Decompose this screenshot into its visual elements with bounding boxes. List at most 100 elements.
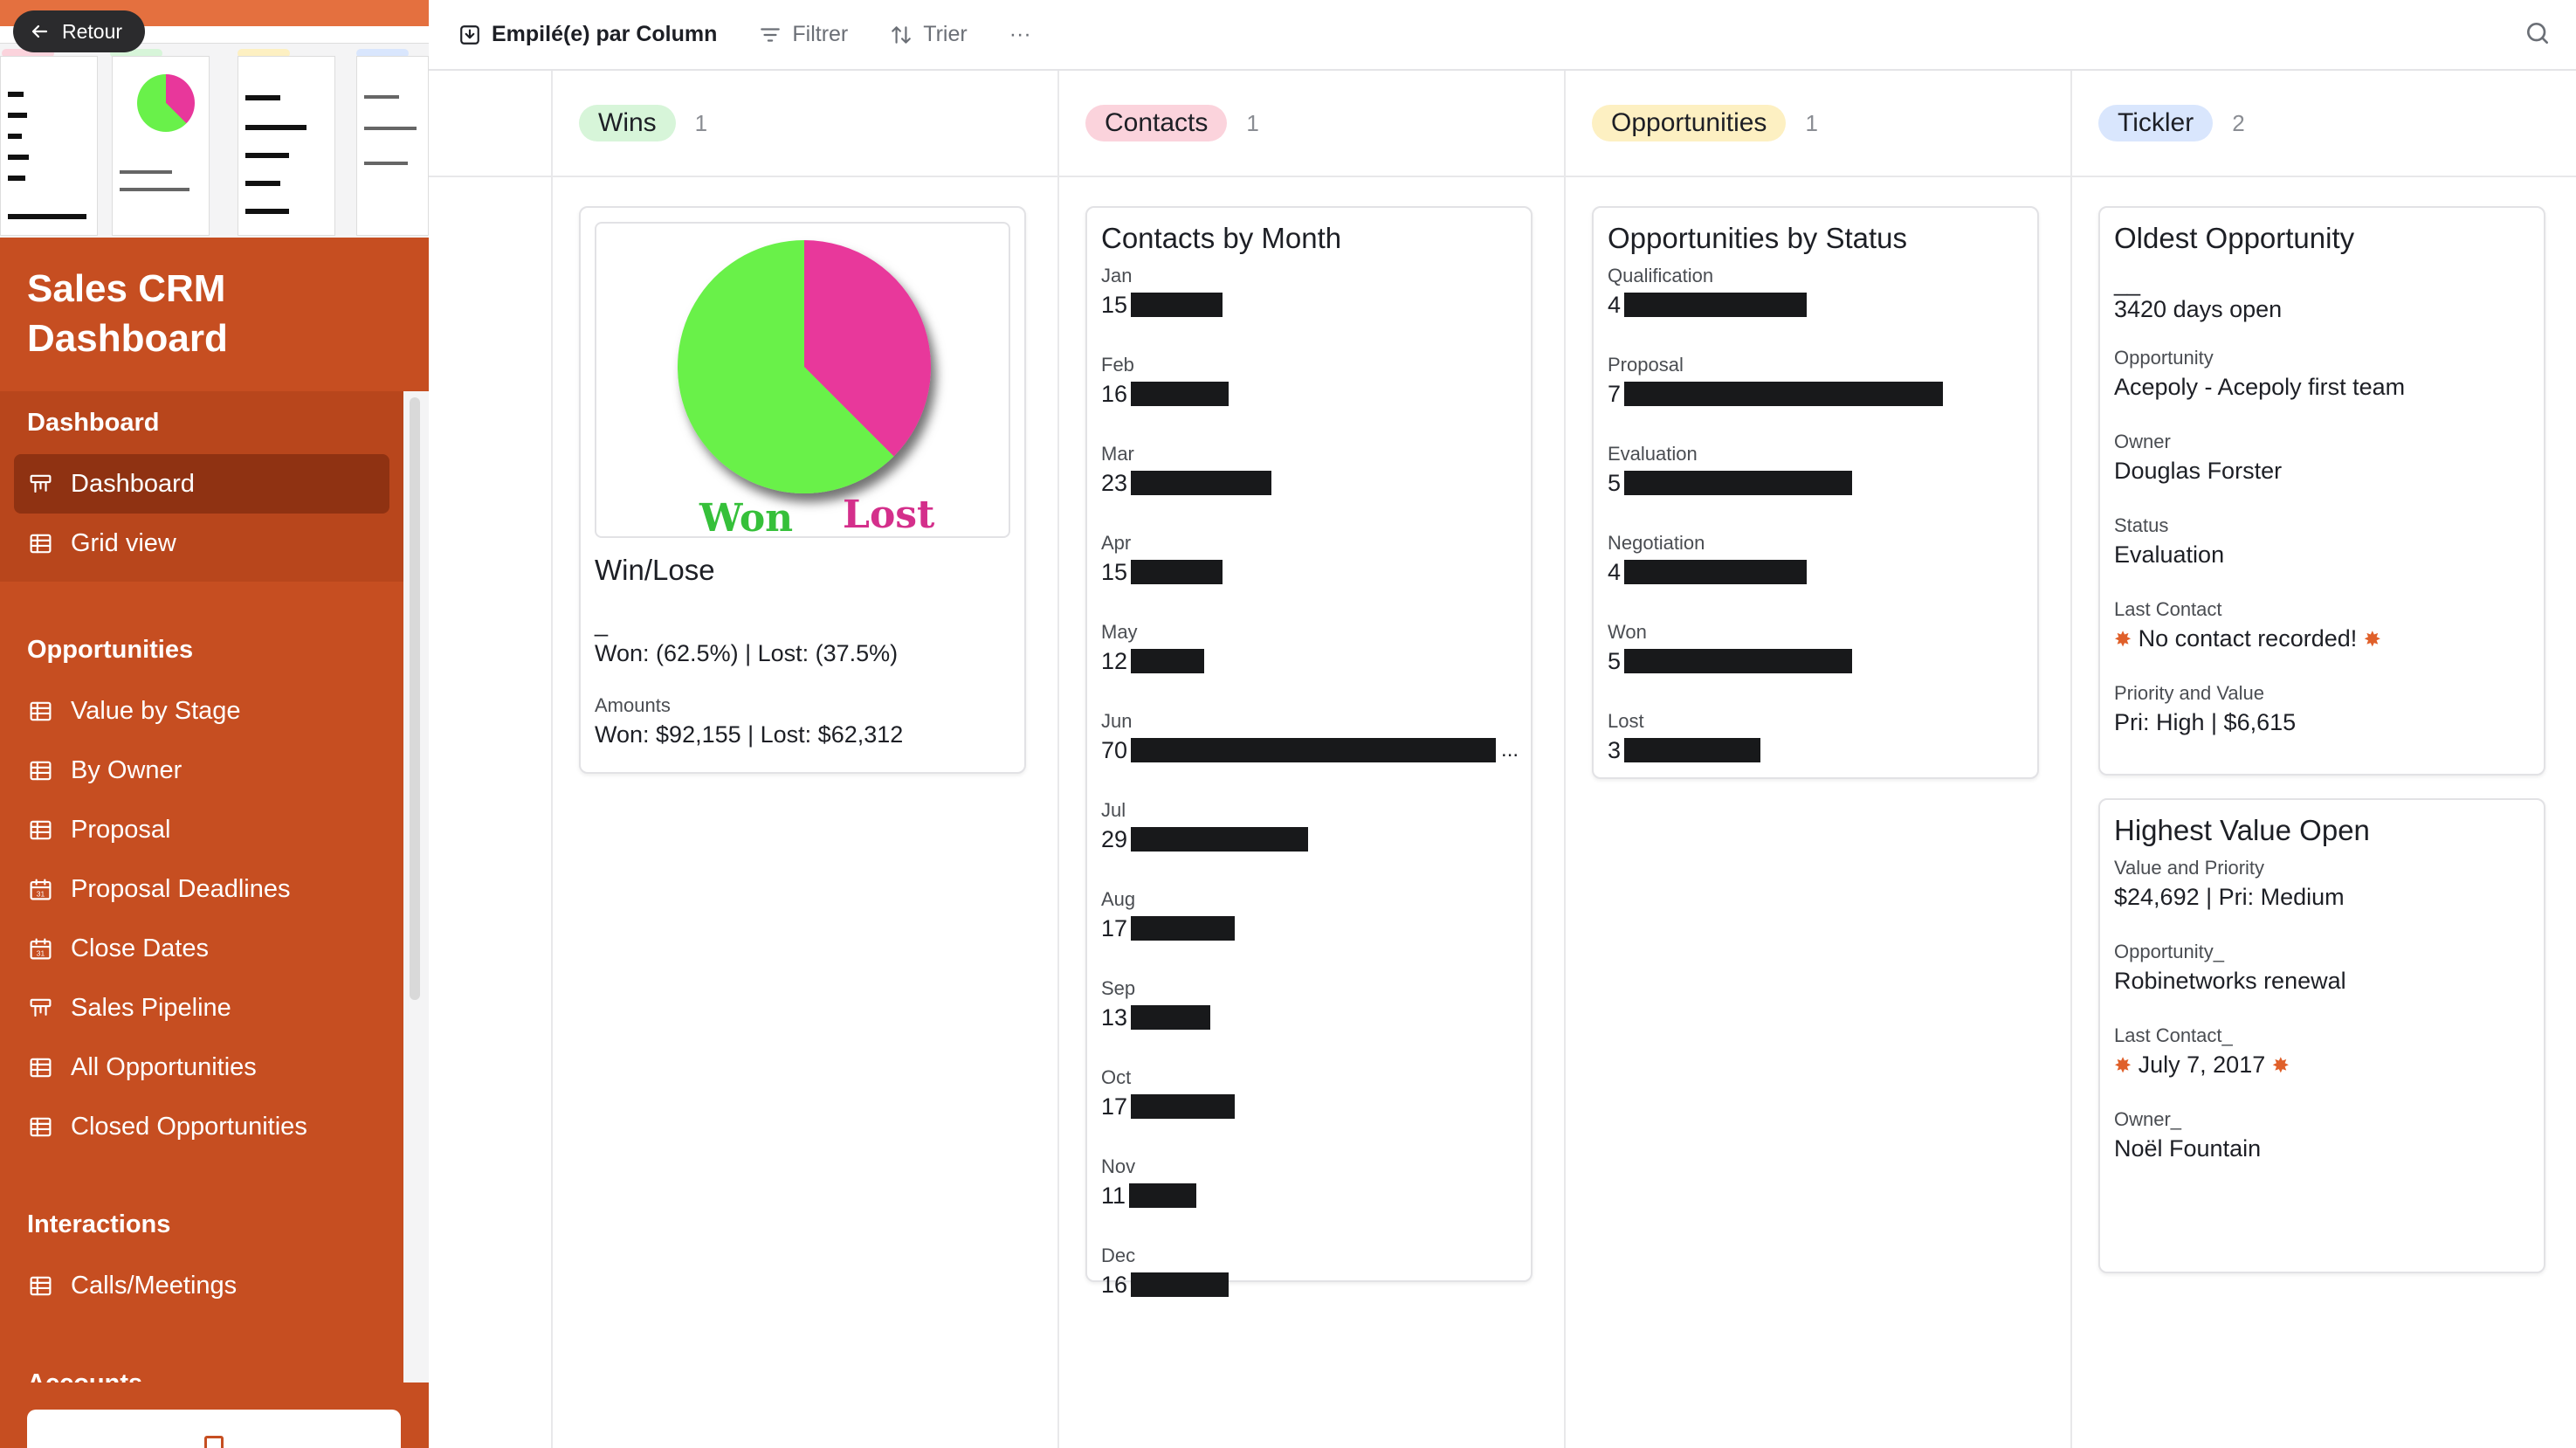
oldest-opportunity-card[interactable]: Oldest Opportunity __ 3420 days open Opp… bbox=[2098, 206, 2545, 776]
bar-value: 15 bbox=[1101, 292, 1128, 318]
bar-label: Sep bbox=[1101, 977, 1136, 999]
bar-label: Aug bbox=[1101, 888, 1136, 910]
sidebar-item[interactable]: Closed Opportunities bbox=[0, 1097, 403, 1156]
bar bbox=[1131, 649, 1205, 673]
bar-row-group: Mar 23 bbox=[1087, 440, 1531, 529]
field-value: Pri: High | $6,615 bbox=[2114, 709, 2297, 735]
sidebar-item[interactable]: Dashboard bbox=[14, 454, 389, 514]
field-value: ✸ July 7, 2017 ✸ bbox=[2114, 1049, 2544, 1106]
thumbnail-card bbox=[0, 56, 98, 236]
bar-row: 5 bbox=[1608, 645, 2037, 677]
grid-icon bbox=[30, 820, 52, 839]
bar-value: 12 bbox=[1101, 648, 1128, 674]
sidebar-item-label: All Opportunities bbox=[71, 1052, 257, 1081]
bar-row: 17 bbox=[1101, 1091, 1531, 1122]
stack-by-button[interactable]: Empilé(e) par Column bbox=[458, 22, 717, 47]
column-count: 1 bbox=[1805, 109, 1818, 136]
sidebar-item-label: Close Dates bbox=[71, 934, 209, 962]
bar bbox=[1131, 1094, 1236, 1119]
nav-group: Dashboard Dashboard Grid view bbox=[0, 391, 403, 582]
sidebar-item[interactable]: By Owner bbox=[0, 741, 403, 800]
column-header: Opportunities 1 bbox=[1566, 71, 2072, 176]
bar-label: Oct bbox=[1101, 1066, 1132, 1088]
sidebar-item[interactable]: Value by Stage bbox=[0, 681, 403, 741]
sort-button[interactable]: Trier bbox=[890, 22, 968, 47]
bar-row-group: Dec 16 bbox=[1087, 1242, 1531, 1331]
bar bbox=[1624, 471, 1852, 495]
bar-label: Nov bbox=[1101, 1155, 1136, 1177]
bar-value: 3 bbox=[1608, 737, 1622, 763]
stack-icon bbox=[460, 24, 479, 45]
card-title: Opportunities by Status bbox=[1608, 222, 1908, 254]
win-lose-card[interactable]: Won Lost Win/Lose _ Won: (62.5%) | Lost:… bbox=[579, 206, 1026, 774]
bar-label: Feb bbox=[1101, 354, 1134, 376]
burst-icon: ✸ bbox=[2271, 1054, 2290, 1078]
toolbar: Empilé(e) par Column Filtrer Trier ··· bbox=[429, 0, 2576, 71]
bar-value: 5 bbox=[1608, 470, 1622, 496]
sidebar-item[interactable]: Proposal bbox=[0, 800, 403, 859]
sidebar-item[interactable]: Grid view bbox=[0, 514, 403, 573]
sidebar-item[interactable]: 31 Proposal Deadlines bbox=[0, 859, 403, 919]
sidebar-item[interactable]: Sales Pipeline bbox=[0, 978, 403, 1038]
burst-icon: ✸ bbox=[2114, 1054, 2132, 1078]
field-value: Robinetworks renewal bbox=[2114, 968, 2346, 994]
filter-button[interactable]: Filtrer bbox=[759, 22, 848, 47]
field-label: Owner bbox=[2114, 431, 2171, 452]
sidebar-item-label: By Owner bbox=[71, 755, 183, 784]
field-label: Last Contact bbox=[2114, 598, 2222, 620]
field-value: Evaluation bbox=[2114, 541, 2225, 568]
more-options-button[interactable]: ··· bbox=[1009, 22, 1031, 47]
bar bbox=[1131, 560, 1223, 584]
sort-icon bbox=[892, 25, 912, 44]
bar-row: 29 bbox=[1101, 824, 1531, 855]
bar-value: 17 bbox=[1101, 915, 1128, 941]
column-divider bbox=[1564, 71, 1566, 1448]
bar bbox=[1131, 382, 1229, 406]
field-value: Douglas Forster bbox=[2114, 458, 2283, 484]
pie-chart: Won Lost bbox=[678, 240, 935, 538]
bar-value: 7 bbox=[1608, 381, 1622, 407]
arrow-left-icon bbox=[31, 24, 48, 38]
bar-row: 16 bbox=[1101, 1269, 1531, 1300]
back-label: Retour bbox=[62, 19, 123, 43]
highest-value-open-card[interactable]: Highest Value Open Value and Priority $2… bbox=[2098, 798, 2545, 1273]
calendar-icon: 31 bbox=[30, 879, 52, 900]
bar-row: 15 bbox=[1101, 556, 1531, 588]
kanban-board: Wins 1 Won Lost Win/Lose _ Won: (62.5%) … bbox=[429, 71, 2576, 1448]
sidebar-footer-button[interactable] bbox=[27, 1410, 401, 1448]
column-count: 1 bbox=[1246, 109, 1259, 136]
header-divider bbox=[429, 176, 2576, 177]
nav-group-heading[interactable]: Interactions bbox=[27, 1210, 171, 1238]
bar bbox=[1131, 827, 1309, 852]
nav-group-heading[interactable]: Dashboard bbox=[27, 408, 160, 437]
bar bbox=[1624, 560, 1807, 584]
bar-label: Jan bbox=[1101, 265, 1133, 286]
won-label: Won bbox=[699, 496, 793, 538]
contacts-by-month-card[interactable]: Contacts by Month Jan 15 Feb 16 Mar 23 Apr 15 Ma… bbox=[1085, 206, 1533, 1298]
sidebar-item[interactable]: 31 Close Dates bbox=[0, 919, 403, 978]
field-label: Value and Priority bbox=[2114, 857, 2265, 879]
sidebar-item[interactable]: All Opportunities bbox=[0, 1038, 403, 1097]
grid-icon bbox=[30, 1117, 52, 1136]
bar-row-group: Feb 16 bbox=[1087, 351, 1531, 440]
back-button[interactable]: Retour bbox=[13, 10, 146, 52]
bar-value: 23 bbox=[1101, 470, 1128, 496]
grid-icon bbox=[30, 534, 52, 553]
bar-label: Evaluation bbox=[1608, 443, 1698, 465]
sidebar-scrollbar[interactable] bbox=[410, 397, 420, 1000]
bar-value: 16 bbox=[1101, 381, 1128, 407]
nav-group-heading[interactable]: Opportunities bbox=[27, 635, 194, 664]
dashboard-thumbnail bbox=[0, 0, 429, 238]
pie-slice-lost bbox=[804, 240, 931, 457]
field-label: Opportunity bbox=[2114, 347, 2214, 369]
sidebar: Retour Sales CRM Dashboard Dashboard Dash… bbox=[0, 0, 429, 1448]
opportunities-by-status-card[interactable]: Opportunities by Status Qualification 4 Pr… bbox=[1592, 206, 2039, 779]
bar-label: Proposal bbox=[1608, 354, 1684, 376]
bar-label: Negotiation bbox=[1608, 532, 1705, 554]
bar-value: 13 bbox=[1101, 1004, 1128, 1031]
sidebar-item[interactable]: Calls/Meetings bbox=[0, 1256, 403, 1315]
bar-row-group: Apr 15 bbox=[1087, 529, 1531, 618]
search-icon[interactable] bbox=[2524, 19, 2552, 47]
bar-row-group: Jun 70... bbox=[1087, 707, 1531, 796]
field-label: Last Contact_ bbox=[2114, 1024, 2233, 1046]
